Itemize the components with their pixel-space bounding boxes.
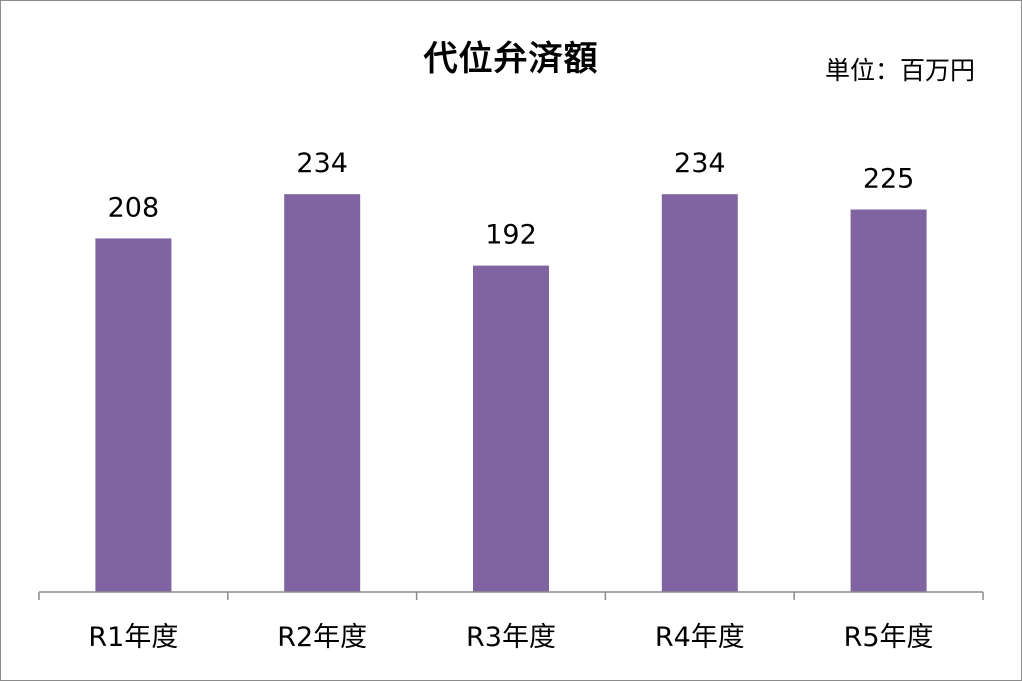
- data-label-2: 234: [296, 148, 348, 179]
- data-label-5: 225: [863, 164, 915, 195]
- bar-5: [850, 209, 927, 592]
- data-labels-layer: 208 234 192 234 225: [108, 148, 915, 250]
- bar-2: [284, 194, 361, 592]
- x-axis: [38, 591, 984, 600]
- x-tick-label-2: R2年度: [277, 622, 367, 653]
- x-tick-label-5: R5年度: [844, 622, 934, 653]
- unit-label: 単位：百万円: [824, 56, 975, 85]
- data-label-4: 234: [674, 148, 726, 179]
- data-label-3: 192: [485, 220, 537, 251]
- x-tick-label-1: R1年度: [88, 622, 178, 653]
- bar-3: [473, 265, 549, 592]
- bar-4: [661, 194, 738, 592]
- x-tick-label-4: R4年度: [655, 622, 745, 653]
- data-label-1: 208: [108, 192, 160, 223]
- chart-title: 代位弁済額: [423, 39, 599, 79]
- bar-1: [95, 238, 172, 592]
- bars-layer: [95, 194, 927, 592]
- x-tick-label-3: R3年度: [466, 622, 556, 653]
- x-tick-labels: R1年度 R2年度 R3年度 R4年度 R5年度: [88, 622, 933, 653]
